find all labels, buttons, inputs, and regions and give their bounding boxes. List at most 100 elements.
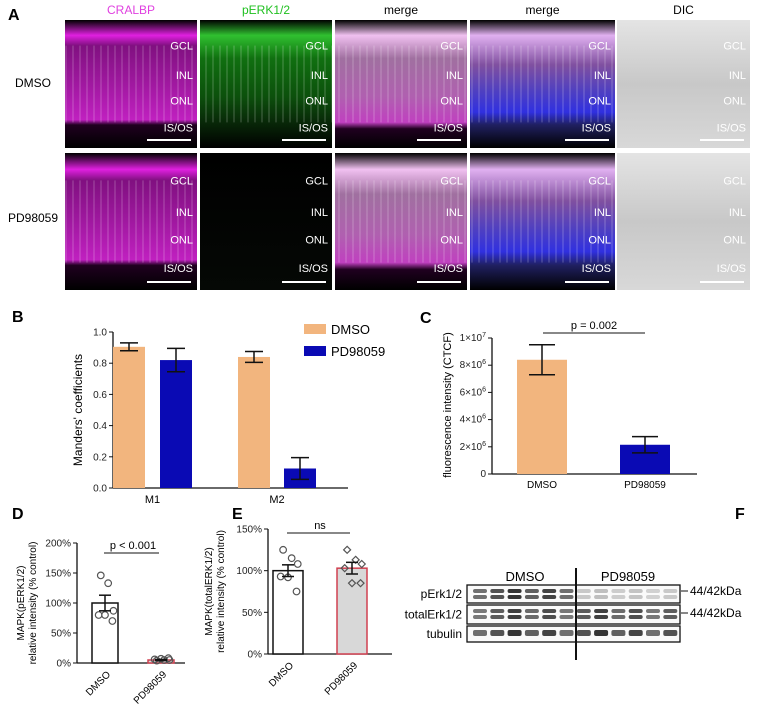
protein-band <box>646 609 660 613</box>
protein-band <box>628 595 643 599</box>
tick-base: 4×10 <box>460 415 483 426</box>
legend-swatch <box>304 346 326 356</box>
bar-dmso <box>272 569 304 655</box>
protein-band <box>576 615 591 619</box>
layer-label: INL <box>311 70 328 82</box>
data-point <box>340 563 350 573</box>
protein-band <box>646 595 660 599</box>
panel-label-f: F <box>735 506 745 523</box>
protein-band <box>628 615 643 619</box>
protein-band <box>559 589 574 593</box>
layer-label: INL <box>594 207 611 219</box>
protein-band <box>542 630 557 636</box>
protein-band <box>507 630 522 636</box>
x-tick-label: PD98059 <box>132 669 170 704</box>
layer-label: GCL <box>588 41 611 53</box>
data-point <box>356 578 365 588</box>
protein-band <box>628 589 643 593</box>
protein-band <box>542 609 557 613</box>
data-point <box>164 654 173 663</box>
protein-band <box>611 630 626 636</box>
protein-band <box>542 615 557 619</box>
protein-band <box>524 589 539 593</box>
x-tick-label: PD98059 <box>624 480 666 491</box>
column-header: CRALBP <box>107 3 155 17</box>
y-tick-label: 0 <box>480 469 486 480</box>
layer-label: ONL <box>723 96 746 108</box>
panel-label-c: C <box>420 310 432 327</box>
layer-label: INL <box>176 207 193 219</box>
column-header: pERK1/2 <box>242 3 290 17</box>
cell-texture <box>335 45 467 123</box>
data-point <box>279 545 288 554</box>
x-tick-label: DMSO <box>84 669 113 698</box>
y-tick-label: 6×106 <box>460 386 487 398</box>
tick-base: 8×10 <box>460 360 483 371</box>
protein-band <box>559 595 574 599</box>
panel-a-micrographs: A CRALBP GCL INL ONL IS/OS GCL INL ONL IS/OS pERK1… <box>8 3 750 290</box>
y-axis-label: MAPK(totalERK1/2) <box>204 547 215 635</box>
protein-band <box>490 589 505 593</box>
protein-band <box>542 595 557 599</box>
protein-band <box>646 615 660 619</box>
bar-dmso-m1 <box>113 346 145 488</box>
y-tick-label: 100% <box>236 566 262 577</box>
y-axis-label: fluorescence intensity (CTCF) <box>442 332 454 478</box>
layer-label: ONL <box>723 234 746 246</box>
protein-band <box>646 589 660 593</box>
layer-label: ONL <box>170 96 193 108</box>
protein-band <box>611 589 626 593</box>
column-header: merge <box>384 3 418 17</box>
x-tick-label: DMSO <box>527 480 557 491</box>
layer-label: GCL <box>723 175 746 187</box>
layer-label: GCL <box>170 175 193 187</box>
legend-swatch <box>304 324 326 334</box>
layer-label: ONL <box>305 96 328 108</box>
layer-label: IS/OS <box>717 263 746 275</box>
bar-dmso <box>517 359 567 474</box>
layer-label: INL <box>729 70 746 82</box>
layer-label: GCL <box>305 175 328 187</box>
group-label-pd98059: PD98059 <box>601 569 655 584</box>
y-tick-label: 200% <box>45 539 71 550</box>
y-tick-label: 0.2 <box>93 452 107 463</box>
bar-pd98059-m1 <box>160 360 192 488</box>
size-label: 44/42kDa <box>690 584 742 598</box>
protein-band <box>576 630 591 636</box>
protein-band <box>594 595 609 599</box>
column-header: merge <box>525 3 559 17</box>
panel-label-b: B <box>12 309 24 326</box>
micrograph-image <box>200 153 332 290</box>
data-point <box>293 560 302 568</box>
y-axis-label: Manders' coefficients <box>71 354 85 466</box>
layer-label: IS/OS <box>582 123 611 135</box>
y-tick-label: 50% <box>242 608 262 619</box>
y-tick-label: 1×107 <box>460 332 487 344</box>
tick-base: 1×10 <box>460 333 483 344</box>
layer-label: IS/OS <box>164 263 193 275</box>
x-tick-label: DMSO <box>267 660 296 689</box>
bar-dmso-m2 <box>238 356 270 488</box>
panel-label-d: D <box>12 506 24 523</box>
panel-e-chart: E 0% 50% 100% 150% DMSO PD98059 ns MAPK(totalERK… <box>204 506 392 698</box>
layer-label: ONL <box>440 234 463 246</box>
tick-exponent: 6 <box>482 359 486 366</box>
layer-label: ONL <box>588 234 611 246</box>
tick-base: 0 <box>480 469 486 480</box>
y-tick-label: 0% <box>248 650 263 661</box>
row-label-dmso: DMSO <box>15 76 51 90</box>
layer-label: IS/OS <box>299 123 328 135</box>
panel-label-a: A <box>8 7 20 24</box>
data-point <box>357 559 367 569</box>
protein-band <box>473 630 487 636</box>
data-point <box>292 587 301 596</box>
layer-label: IS/OS <box>582 263 611 275</box>
protein-band <box>490 595 505 599</box>
y-tick-label: 2×106 <box>460 441 487 453</box>
y-tick-label: 0.6 <box>93 390 107 401</box>
y-tick-label: 0.8 <box>93 359 107 370</box>
layer-label: INL <box>446 70 463 82</box>
protein-band <box>559 615 574 619</box>
protein-band <box>611 615 626 619</box>
